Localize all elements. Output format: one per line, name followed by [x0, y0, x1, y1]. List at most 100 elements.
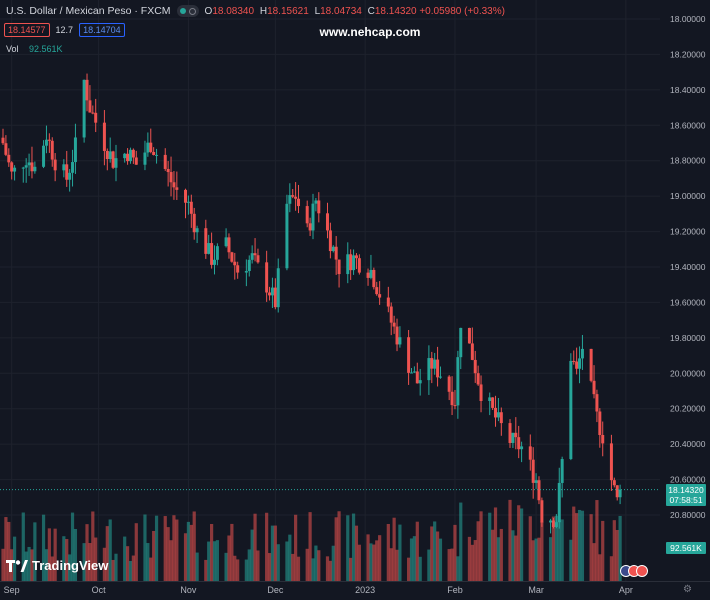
candle-body — [517, 437, 521, 450]
candle-body — [21, 167, 25, 169]
candle-body — [352, 255, 356, 271]
candle-body — [491, 397, 495, 408]
volume-bar — [491, 529, 495, 581]
volume-bar — [508, 499, 512, 581]
volume-bar — [189, 524, 193, 581]
volume-bar — [143, 514, 147, 581]
volume-bar — [517, 505, 521, 581]
market-status-toggle-icon[interactable] — [176, 5, 199, 17]
volume-bar — [294, 514, 298, 581]
volume-bar — [328, 560, 332, 581]
candle-body — [453, 405, 457, 407]
symbol-legend: U.S. Dollar / Mexican Peso · FXCM O18.08… — [6, 5, 508, 17]
volume-bar — [224, 552, 228, 581]
volume-bar — [540, 521, 544, 581]
volume-bar — [511, 530, 515, 581]
ohlc-open-key: O — [204, 5, 213, 17]
candle-body — [230, 252, 234, 262]
volume-bar — [33, 522, 37, 581]
volume-bar — [114, 553, 118, 581]
volume-bar — [609, 556, 614, 581]
volume-bar — [314, 545, 318, 581]
volume-bar — [551, 516, 556, 581]
time-axis-label: Nov — [180, 585, 197, 595]
last-price-label: 18.14320 07:58:51 — [666, 484, 706, 506]
candle-body — [537, 480, 541, 501]
candle-body — [111, 151, 115, 168]
candle-body — [369, 269, 373, 278]
volume-bar — [128, 560, 133, 581]
volume-bar — [285, 541, 289, 581]
volume-bar — [1, 548, 5, 581]
volume-bar — [514, 535, 518, 581]
volume-bar — [366, 534, 370, 581]
volume-bar — [53, 528, 57, 581]
volume-bar — [88, 543, 92, 581]
volume-bar — [82, 543, 86, 581]
candle-body — [476, 373, 480, 385]
symbol-title[interactable]: U.S. Dollar / Mexican Peso · FXCM — [6, 5, 171, 17]
candle-body — [85, 79, 89, 101]
candle-body — [410, 372, 414, 374]
currency-flags[interactable] — [620, 565, 648, 577]
volume-bar — [337, 511, 341, 581]
candle-body — [4, 143, 8, 155]
volume-label: Vol — [6, 44, 19, 54]
volume-bar — [253, 513, 257, 581]
volume-bar — [44, 549, 49, 581]
volume-bar — [7, 521, 11, 581]
gear-icon[interactable]: ⚙ — [683, 584, 692, 595]
volume-bar — [236, 559, 240, 581]
candle-body — [317, 200, 321, 214]
time-axis-label: Sep — [4, 585, 20, 595]
volume-bar — [528, 516, 532, 581]
candle-body — [265, 262, 269, 293]
candle-body — [236, 265, 240, 273]
price-axis-label: 19.60000 — [670, 297, 706, 307]
price-axis-label: 18.00000 — [670, 14, 706, 24]
candle-body — [331, 246, 335, 252]
volume-bar — [418, 556, 422, 581]
candle-body — [508, 423, 512, 443]
volume-bar — [41, 514, 46, 581]
volume-bar — [30, 549, 34, 581]
tradingview-logo[interactable]: TradingView — [6, 558, 108, 573]
candle-body — [412, 371, 416, 373]
volume-bar — [569, 539, 573, 581]
volume-legend[interactable]: Vol 92.561K — [6, 44, 63, 54]
volume-bar — [496, 537, 501, 581]
candle-body — [430, 358, 434, 369]
volume-bar — [247, 549, 251, 581]
candle-body — [10, 162, 14, 172]
candle-body — [42, 145, 46, 167]
volume-bar — [534, 538, 538, 581]
candle-body — [184, 189, 188, 203]
volume-bar — [476, 521, 480, 581]
candle-body — [82, 79, 86, 138]
volume-bar — [467, 536, 472, 581]
volume-bar — [62, 536, 66, 581]
volume-bar — [334, 517, 338, 581]
candle-body — [91, 112, 95, 114]
volume-bar — [70, 512, 75, 581]
volume-bar — [612, 520, 616, 581]
volume-bar — [233, 555, 237, 581]
candle-body — [256, 255, 260, 263]
volume-bar — [50, 556, 54, 581]
candle-body — [1, 137, 5, 144]
ohlc-close-key: C — [367, 5, 375, 17]
volume-bar — [311, 558, 315, 581]
volume-bar — [94, 537, 98, 581]
volume-bar — [166, 527, 170, 581]
candle-body — [169, 172, 173, 183]
candle-body — [13, 167, 17, 172]
volume-bar — [4, 517, 8, 581]
price-axis-label: 18.40000 — [670, 85, 706, 95]
buy-price-button[interactable]: 18.14704 — [79, 23, 125, 37]
ohlc-values: O18.08340 H18.15621 L18.04734 C18.14320 … — [205, 6, 508, 17]
volume-bar — [91, 511, 95, 581]
candle-body — [549, 520, 553, 523]
sell-price-button[interactable]: 18.14577 — [4, 23, 50, 37]
